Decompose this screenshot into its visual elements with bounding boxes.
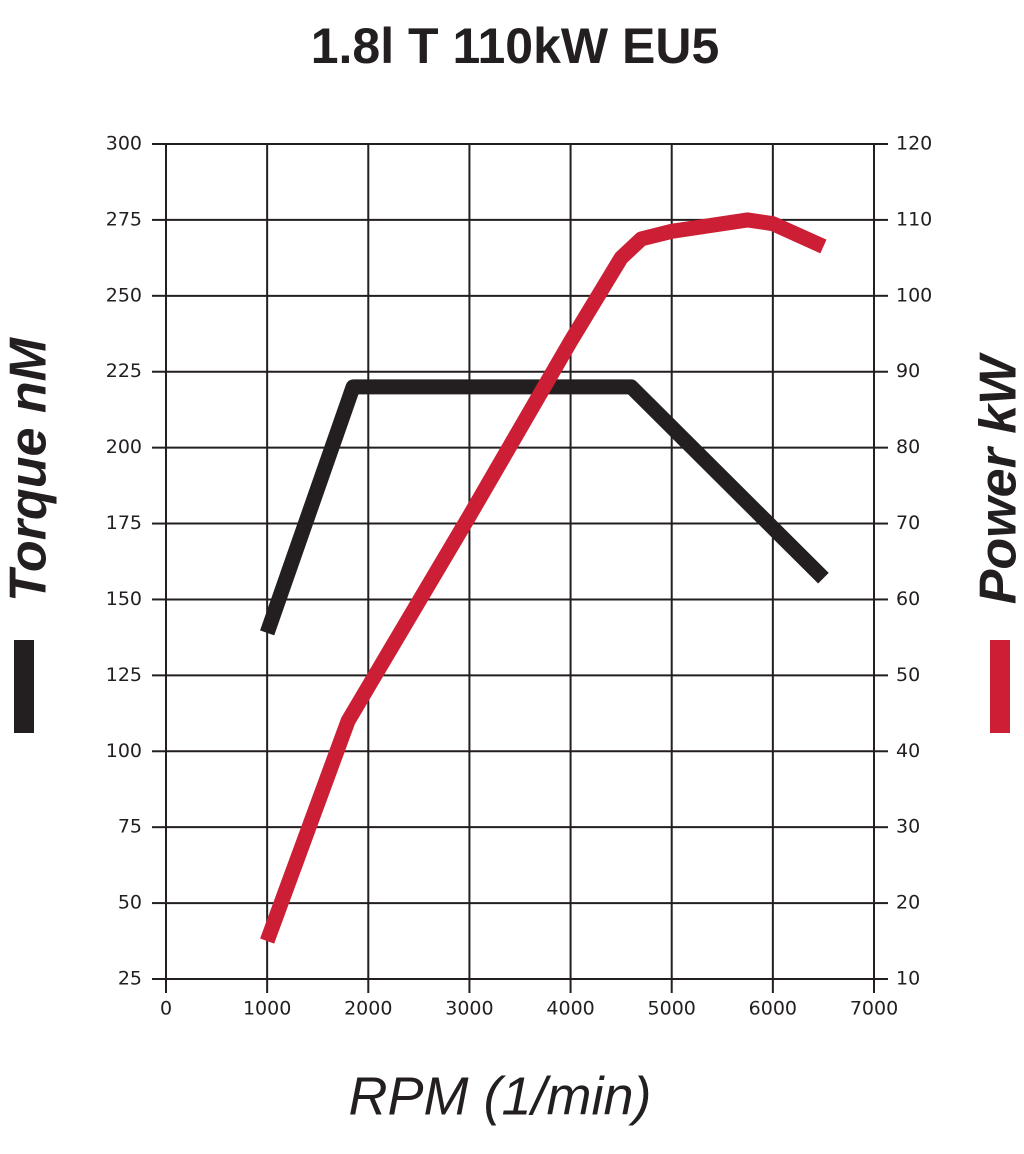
y2-tick-label: 70 [896, 512, 920, 534]
y-tick-label: 75 [118, 816, 142, 838]
y2-tick-label: 20 [896, 892, 920, 914]
series-line [260, 212, 827, 944]
y-tick-label: 100 [106, 740, 142, 762]
y2-tick-label: 120 [896, 133, 932, 155]
y-tick-label: 250 [106, 284, 142, 306]
y-tick-label: 225 [106, 360, 142, 382]
legend-swatch [14, 640, 34, 733]
x-tick-label: 0 [160, 998, 172, 1020]
y-tick-label: 50 [118, 892, 142, 914]
y-tick-label: 200 [106, 436, 142, 458]
y2-tick-label: 50 [896, 664, 920, 686]
x-tick-label: 1000 [243, 998, 291, 1020]
legend-swatch [990, 640, 1010, 733]
y-tick-label: 150 [106, 588, 142, 610]
y2-axis-title: Power kW [970, 352, 1024, 604]
y-tick-label: 25 [118, 968, 142, 990]
x-axis-title: RPM (1/min) [348, 1066, 651, 1126]
y2-tick-label: 40 [896, 740, 920, 762]
y-tick-label: 175 [106, 512, 142, 534]
y-tick-label: 275 [106, 208, 142, 230]
x-tick-label: 6000 [749, 998, 797, 1020]
y2-tick-label: 90 [896, 360, 920, 382]
y2-tick-label: 100 [896, 284, 932, 306]
y2-tick-label: 30 [896, 816, 920, 838]
x-tick-label: 7000 [850, 998, 898, 1020]
x-tick-label: 4000 [546, 998, 594, 1020]
y2-tick-label: 80 [896, 436, 920, 458]
y2-tick-label: 10 [896, 968, 920, 990]
x-tick-label: 2000 [344, 998, 392, 1020]
y-tick-label: 125 [106, 664, 142, 686]
y-axis-title: Torque nM [0, 336, 58, 601]
y-tick-label: 300 [106, 133, 142, 155]
chart-title: 1.8l T 110kW EU5 [311, 18, 720, 74]
x-tick-label: 5000 [648, 998, 696, 1020]
y2-tick-label: 110 [896, 208, 932, 230]
series-line [260, 379, 829, 636]
x-tick-label: 3000 [445, 998, 493, 1020]
y2-tick-label: 60 [896, 588, 920, 610]
